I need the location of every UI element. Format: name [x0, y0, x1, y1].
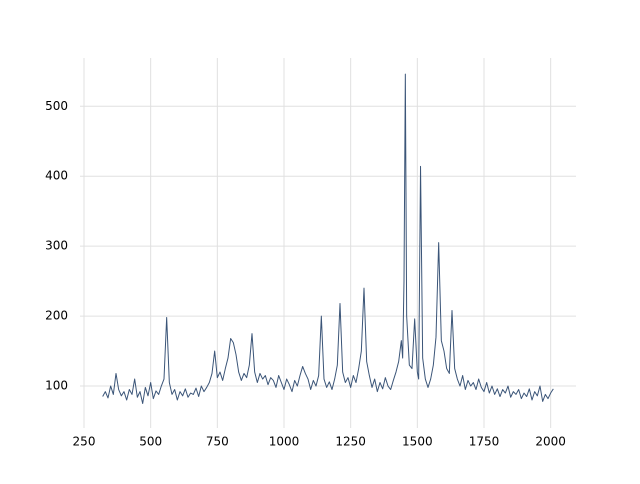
x-tick-label: 250 [73, 435, 96, 449]
line-series [102, 73, 554, 405]
x-tick-label: 1750 [469, 435, 500, 449]
y-tick-label: 100 [45, 379, 68, 393]
x-tick-label: 1250 [335, 435, 366, 449]
y-tick-label: 200 [45, 309, 68, 323]
x-tick-label: 500 [139, 435, 162, 449]
x-tick-label: 2000 [535, 435, 566, 449]
y-tick-label: 400 [45, 169, 68, 183]
x-tick-label: 1000 [269, 435, 300, 449]
x-tick-label: 750 [206, 435, 229, 449]
y-tick-label: 300 [45, 239, 68, 253]
x-tick-label: 1500 [402, 435, 433, 449]
y-tick-label: 500 [45, 99, 68, 113]
